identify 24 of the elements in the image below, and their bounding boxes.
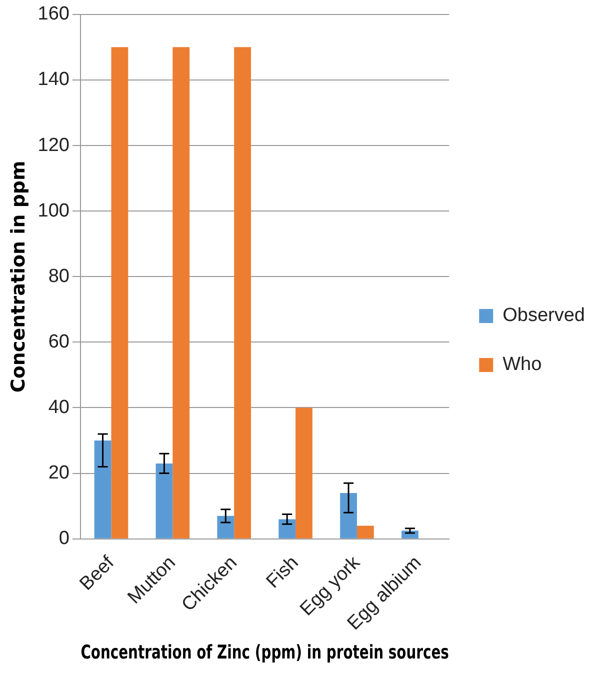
- x-axis-title: Concentration of Zinc (ppm) in protein sources: [80, 641, 450, 664]
- bar: [356, 526, 374, 538]
- bar: [217, 516, 234, 538]
- bar: [111, 47, 128, 538]
- bar: [156, 463, 173, 538]
- y-tick-label: 20: [48, 462, 70, 484]
- y-tick-label: 140: [38, 69, 70, 90]
- bar: [278, 519, 296, 538]
- y-tick-label: 0: [58, 528, 70, 550]
- y-tick-label: 60: [48, 331, 70, 352]
- bar: [340, 492, 357, 538]
- legend-label: Observed: [502, 305, 585, 326]
- bar: [94, 440, 112, 538]
- y-tick-label: 40: [48, 396, 70, 418]
- y-tick-label: 100: [38, 200, 70, 222]
- y-tick-label: 160: [38, 4, 70, 25]
- y-tick-label: 120: [38, 134, 70, 156]
- bar: [296, 408, 312, 538]
- x-tick-label: Fish: [262, 552, 303, 593]
- legend-label: Who: [502, 354, 542, 376]
- bar: [234, 47, 251, 538]
- bar: [172, 47, 190, 538]
- y-tick-label: 80: [48, 266, 70, 287]
- y-axis-title: Concentration in ppm: [7, 160, 30, 393]
